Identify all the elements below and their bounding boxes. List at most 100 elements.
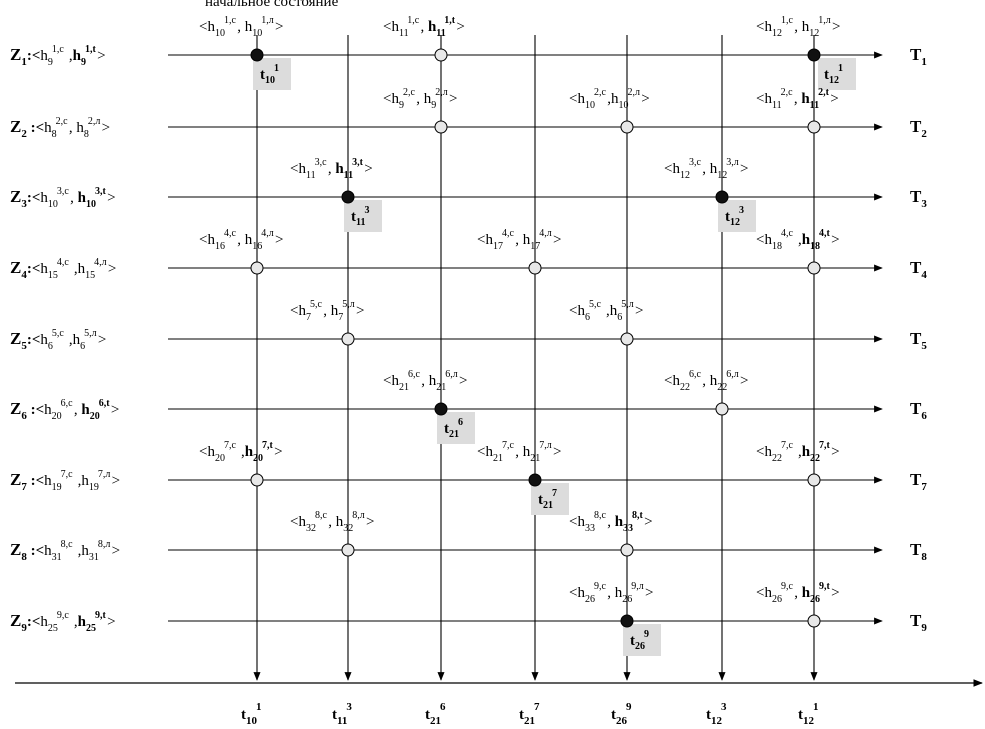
tag-sub: 21 (543, 500, 553, 511)
row-z-index: 4 (21, 269, 27, 281)
end-index: 8 (921, 551, 927, 563)
lbl-b-sup: 4,л (539, 228, 552, 239)
header-fragment: начальное состояние (205, 0, 339, 10)
time-tag-21: t269 (623, 624, 661, 656)
row-sep: , (70, 261, 78, 277)
lbl-open: < (756, 232, 764, 248)
lbl-b-sub: 22 (810, 453, 820, 464)
tag-base: t (351, 209, 356, 225)
lbl-a-base: h (764, 19, 772, 35)
end-index: 2 (921, 128, 927, 140)
lbl-a-sub: 26 (585, 594, 595, 605)
row-a-base: h (44, 473, 52, 489)
lbl-a-sub: 26 (772, 594, 782, 605)
lbl-close: > (830, 91, 838, 107)
end-label-4: T4 (910, 258, 927, 281)
end-label-3: T3 (910, 187, 927, 210)
node-label-10: <h174,с , h174,л > (477, 228, 561, 252)
tag-sup: 9 (644, 629, 649, 640)
bottom-label-6: t12 3 (706, 701, 727, 727)
lbl-a-sup: 1,с (224, 15, 237, 26)
lbl-b-base: h (336, 514, 344, 530)
tag-base: t (824, 67, 829, 83)
open-node (807, 120, 821, 134)
lbl-b-base: h (331, 303, 339, 319)
node-labels: <h101,с , h101,л > <h111,с , h111,t > <h12… (199, 15, 840, 605)
row-a-sup: 4,с (57, 257, 70, 268)
lbl-a-sub: 9 (399, 100, 404, 111)
row-b-sub: 8 (84, 129, 89, 140)
row-a-base: h (44, 120, 52, 136)
row-sep: , (74, 473, 82, 489)
lbl-open: < (569, 514, 577, 530)
bottom-base: t (425, 707, 430, 723)
node-label-19: <h328,с , h328,л > (290, 510, 374, 534)
lbl-b-base: h (245, 444, 254, 460)
row-a-sup: 7,с (61, 469, 74, 480)
lbl-a-sub: 33 (585, 523, 595, 534)
lbl-a-base: h (207, 19, 215, 35)
row-a-sub: 31 (52, 552, 62, 563)
filled-node (715, 190, 729, 204)
row-b-sub: 31 (89, 552, 99, 563)
lbl-b-sub: 12 (717, 170, 727, 181)
row-label-6: Z6 :<h206,с , h206,t > (10, 398, 119, 422)
node-label-8: <h123,с , h123,л > (664, 157, 748, 181)
row-b-sup: 2,л (88, 116, 101, 127)
lbl-a-sup: 9,с (594, 581, 607, 592)
lbl-a-base: h (577, 514, 585, 530)
end-index: 9 (921, 622, 927, 634)
node-label-18: <h227,с ,h227,t > (756, 440, 840, 464)
end-label-7: T7 (910, 470, 927, 493)
tag-sub: 11 (356, 217, 365, 228)
tag-sub: 21 (449, 429, 459, 440)
open-node (250, 261, 264, 275)
lbl-b-sup: 2,t (818, 87, 830, 98)
vertical-lines (253, 35, 818, 681)
lbl-a-sup: 1,с (781, 15, 794, 26)
node-label-14: <h216,с , h216,л > (383, 369, 467, 393)
row-labels: Z1:<h91,с ,h91,t >Z2 :<h82,с , h82,л >Z3… (10, 44, 120, 634)
open-node (434, 120, 448, 134)
row-sep: , (65, 332, 73, 348)
lbl-b-sub: 22 (717, 382, 727, 393)
tag-sup: 6 (458, 417, 463, 428)
lbl-b-sub: 11 (810, 100, 819, 111)
lbl-open: < (756, 585, 764, 601)
lbl-a-base: h (672, 373, 680, 389)
lbl-b-sub: 11 (436, 28, 445, 39)
lbl-a-sup: 9,с (781, 581, 794, 592)
lbl-close: > (641, 91, 649, 107)
row-a-sub: 9 (48, 57, 53, 68)
row-z: Z (10, 540, 21, 559)
tag-bg (818, 58, 856, 90)
bottom-sub: 10 (246, 715, 258, 727)
lbl-sep: , (794, 585, 802, 601)
lbl-a-sub: 21 (493, 453, 503, 464)
row-b-base: h (76, 120, 84, 136)
end-t: T (910, 117, 922, 136)
lbl-b-sub: 6 (617, 312, 622, 323)
row-close: > (107, 190, 115, 206)
time-tag-17: t217 (531, 483, 569, 515)
lbl-a-base: h (485, 444, 493, 460)
row-a-base: h (40, 614, 48, 630)
lbl-b-base: h (429, 373, 437, 389)
lbl-close: > (275, 232, 283, 248)
lbl-sep: , (515, 232, 523, 248)
row-b-base: h (78, 614, 87, 630)
row-z-index: 2 (21, 128, 27, 140)
row-sep: , (70, 614, 78, 630)
lbl-b-sub: 21 (436, 382, 446, 393)
row-z: Z (10, 187, 21, 206)
lbl-a-base: h (672, 161, 680, 177)
lbl-open: < (569, 303, 577, 319)
lbl-close: > (449, 91, 457, 107)
node-label-5: <h102,с ,h102,л > (569, 87, 650, 111)
lbl-sep: , (607, 91, 611, 107)
row-z: Z (10, 258, 21, 277)
lbl-sep: , (237, 444, 245, 460)
lbl-close: > (366, 514, 374, 530)
open-node (620, 543, 634, 557)
